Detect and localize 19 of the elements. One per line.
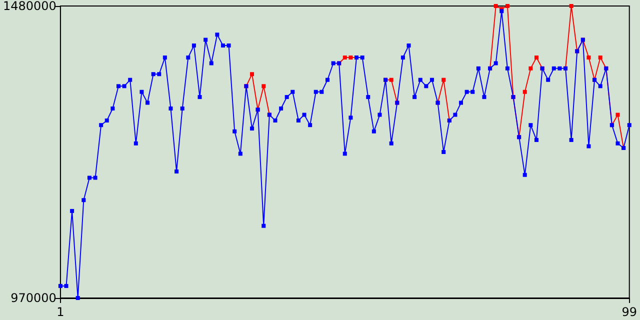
point [534, 56, 538, 60]
y-tick-label: 1480000 [2, 0, 56, 13]
point [250, 72, 254, 76]
x-tick-label: 99 [622, 305, 638, 319]
point [389, 78, 394, 82]
point [342, 56, 347, 60]
point [569, 4, 574, 8]
y-tick-label: 970000 [10, 291, 56, 305]
point [505, 4, 510, 8]
x-tick-label: 1 [56, 305, 64, 319]
point [586, 56, 591, 60]
point [616, 112, 620, 117]
point [522, 90, 527, 94]
point [528, 66, 533, 70]
point [598, 56, 602, 60]
point [442, 78, 446, 82]
point [494, 4, 498, 8]
point [262, 84, 266, 88]
point [348, 56, 353, 60]
